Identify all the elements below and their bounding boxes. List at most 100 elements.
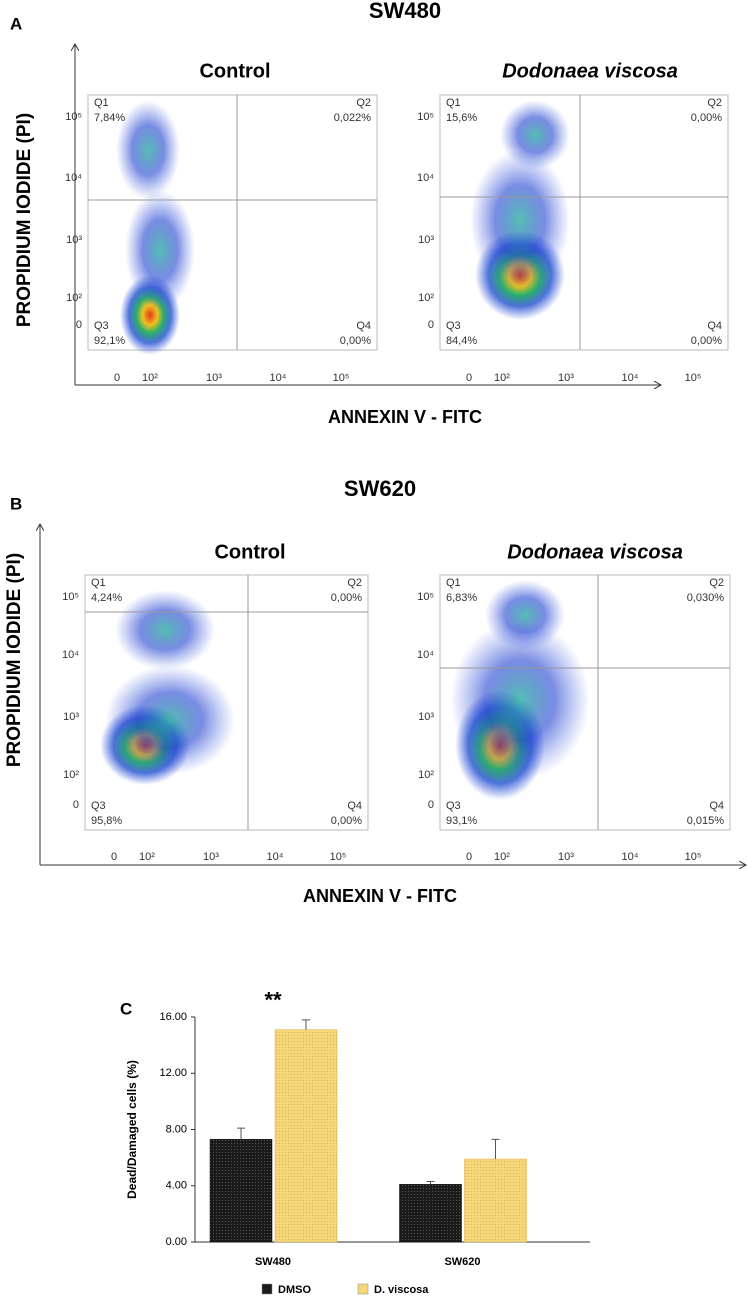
- error-bar: [302, 1019, 310, 1030]
- event-density: [105, 665, 235, 775]
- error-bar: [426, 1181, 435, 1185]
- x-tick-label: 10⁵: [685, 851, 702, 863]
- quadrant-name: Q2: [347, 577, 362, 589]
- x-tick-label: 10³: [558, 851, 574, 863]
- x-tick-label: 10⁴: [622, 851, 639, 863]
- x-axis-label: ANNEXIN V - FITC: [328, 407, 482, 427]
- y-tick-label: 10³: [63, 711, 79, 723]
- y-axis-label: PROPIDIUM IODIDE (PI): [14, 113, 35, 327]
- event-density: [115, 590, 215, 670]
- panel-letter: A: [10, 14, 22, 33]
- quadrant-percent: 0,022%: [334, 112, 372, 124]
- y-tick-label: 10⁴: [62, 649, 79, 661]
- event-density: [500, 100, 570, 170]
- quadrant-name: Q3: [446, 320, 461, 332]
- bar: [464, 1158, 527, 1243]
- quadrant-percent: 0,030%: [687, 592, 725, 604]
- x-tick-label: SW620: [444, 1256, 480, 1268]
- legend-label: DMSO: [278, 1284, 311, 1296]
- quadrant-percent: 6,83%: [446, 592, 477, 604]
- quadrant-percent: 0,015%: [687, 815, 725, 827]
- quadrant-percent: 95,8%: [91, 815, 122, 827]
- quadrant-percent: 0,00%: [691, 335, 722, 347]
- quadrant-percent: 92,1%: [94, 335, 125, 347]
- quadrant-percent: 0,00%: [331, 592, 362, 604]
- y-axis-label: Dead/Damaged cells (%): [125, 1060, 139, 1199]
- y-tick-label: 16.00: [159, 1011, 187, 1023]
- event-density: [450, 620, 590, 780]
- y-tick-label: 10²: [418, 769, 434, 781]
- y-tick-label: 10⁴: [417, 649, 434, 661]
- plot-title: Control: [199, 60, 270, 82]
- x-tick-label: 10³: [206, 372, 222, 384]
- quadrant-percent: 7,84%: [94, 112, 125, 124]
- x-axis-label: ANNEXIN V - FITC: [303, 886, 457, 906]
- significance-label: **: [264, 988, 282, 1013]
- y-tick-label: 12.00: [159, 1067, 187, 1079]
- y-tick-label: 0.00: [166, 1236, 187, 1248]
- quadrant-name: Q3: [94, 320, 109, 332]
- plot-title: Control: [214, 541, 285, 563]
- x-tick-label: 10²: [142, 372, 158, 384]
- x-tick-label: 0: [114, 372, 120, 384]
- y-tick-label: 0: [428, 799, 434, 811]
- y-tick-label: 10³: [66, 234, 82, 246]
- event-density: [485, 580, 565, 650]
- panel-letter: C: [120, 999, 132, 1018]
- x-tick-label: 10⁴: [270, 372, 287, 384]
- x-tick-label: 10²: [494, 372, 510, 384]
- quadrant-percent: 15,6%: [446, 112, 477, 124]
- quadrant-percent: 0,00%: [331, 815, 362, 827]
- error-bar: [237, 1127, 245, 1140]
- quadrant-percent: 4,24%: [91, 592, 122, 604]
- x-tick-label: 10⁵: [330, 851, 347, 863]
- x-tick-label: 0: [466, 372, 472, 384]
- bar: [399, 1184, 462, 1243]
- y-tick-label: 0: [428, 319, 434, 331]
- quadrant-name: Q4: [707, 320, 722, 332]
- y-tick-label: 10²: [418, 292, 434, 304]
- quadrant-name: Q4: [709, 800, 724, 812]
- panel-title: SW620: [344, 476, 416, 501]
- x-tick-label: 10⁴: [267, 851, 284, 863]
- x-tick-label: 10⁵: [685, 372, 702, 384]
- x-tick-label: 0: [466, 851, 472, 863]
- quadrant-name: Q1: [94, 97, 109, 109]
- quadrant-percent: 0,00%: [340, 335, 371, 347]
- event-density: [470, 150, 570, 290]
- legend-swatch: [357, 1283, 369, 1295]
- y-tick-label: 10⁵: [62, 591, 79, 603]
- quadrant-percent: 84,4%: [446, 335, 477, 347]
- y-tick-label: 4.00: [166, 1180, 187, 1192]
- x-tick-label: 10³: [558, 372, 574, 384]
- legend-swatch: [261, 1283, 273, 1295]
- quadrant-name: Q2: [707, 97, 722, 109]
- y-tick-label: 10³: [418, 711, 434, 723]
- quadrant-name: Q1: [446, 97, 461, 109]
- panel-title: SW480: [369, 0, 441, 23]
- y-tick-label: 10⁵: [417, 591, 434, 603]
- plot-title: Dodonaea viscosa: [502, 60, 678, 82]
- y-tick-label: 10²: [63, 769, 79, 781]
- quadrant-name: Q2: [709, 577, 724, 589]
- quadrant-name: Q2: [356, 97, 371, 109]
- panel-letter: B: [10, 494, 22, 513]
- event-density: [125, 190, 195, 310]
- quadrant-name: Q1: [446, 577, 461, 589]
- y-axis-label: PROPIDIUM IODIDE (PI): [4, 553, 25, 767]
- y-tick-label: 10⁴: [65, 172, 82, 184]
- error-bar: [491, 1138, 500, 1160]
- event-density: [116, 100, 180, 200]
- y-tick-label: 10²: [66, 292, 82, 304]
- y-tick-label: 10⁵: [417, 111, 434, 123]
- y-tick-label: 0: [73, 799, 79, 811]
- legend-label: D. viscosa: [374, 1284, 429, 1296]
- x-tick-label: 10⁴: [622, 372, 639, 384]
- bar: [274, 1029, 338, 1243]
- y-tick-label: 10⁴: [417, 172, 434, 184]
- quadrant-percent: 93,1%: [446, 815, 477, 827]
- x-tick-label: 10³: [203, 851, 219, 863]
- bar: [209, 1139, 273, 1243]
- y-tick-label: 10³: [418, 234, 434, 246]
